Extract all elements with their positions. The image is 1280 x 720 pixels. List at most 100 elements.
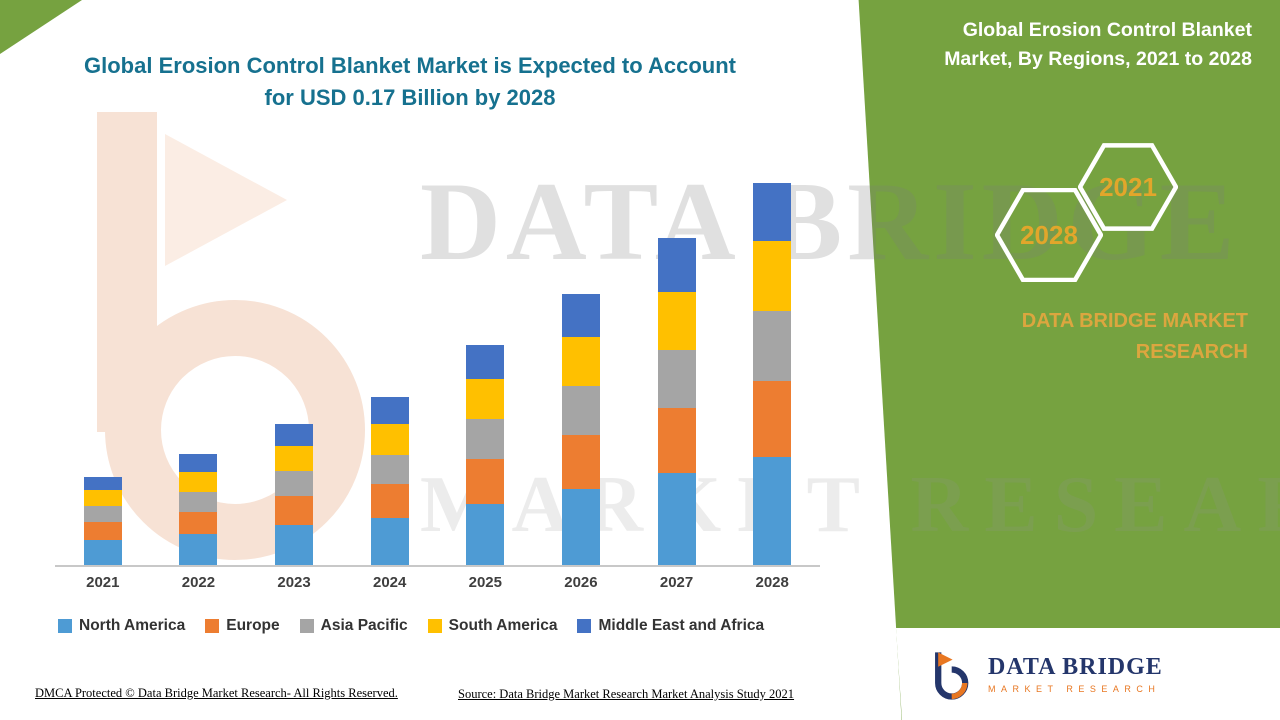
legend-item-north-america: North America xyxy=(58,617,185,635)
bar-segment-asia-pacific xyxy=(657,350,696,408)
bar-segment-north-america xyxy=(561,489,600,565)
bar-segment-middle-east-and-africa xyxy=(753,183,792,241)
year-label-2022: 2022 xyxy=(181,574,216,591)
bar-segment-north-america xyxy=(83,540,122,565)
bars-row xyxy=(55,178,820,565)
bar-2021 xyxy=(55,178,151,565)
panel-brand-text: DATA BRIDGE MARKET RESEARCH xyxy=(1021,310,1248,363)
bar-segment-asia-pacific xyxy=(753,311,792,381)
bar-segment-north-america xyxy=(466,504,505,565)
data-bridge-logo-icon xyxy=(935,652,969,700)
bar-segment-middle-east-and-africa xyxy=(657,238,696,292)
bar-segment-asia-pacific xyxy=(561,386,600,435)
bar-2026 xyxy=(533,178,629,565)
bar-segment-south-america xyxy=(275,446,314,471)
stacked-bar xyxy=(370,397,409,565)
hexagon-2028: 2028 xyxy=(995,188,1103,282)
panel-title: Global Erosion Control Blanket Market, B… xyxy=(944,19,1252,71)
bar-segment-europe xyxy=(83,522,122,540)
x-axis-labels: 2021 2022 2023 2024 2025 2026 2027 2028 xyxy=(55,574,820,591)
bar-segment-south-america xyxy=(179,472,218,492)
stacked-bar xyxy=(657,238,696,565)
bar-2027 xyxy=(629,178,725,565)
year-label-2026: 2026 xyxy=(564,574,598,591)
stacked-bar xyxy=(275,424,314,565)
bar-segment-asia-pacific xyxy=(466,419,505,459)
legend-item-south-america: South America xyxy=(427,617,558,635)
stacked-bar xyxy=(561,294,600,565)
bar-2028 xyxy=(724,178,820,565)
year-label-2024: 2024 xyxy=(373,574,407,591)
bar-segment-south-america xyxy=(753,241,792,311)
hexagon-2021-label: 2021 xyxy=(1099,172,1157,202)
bar-segment-europe xyxy=(179,512,218,534)
data-bridge-watermark-logo-icon xyxy=(97,112,365,560)
bar-segment-middle-east-and-africa xyxy=(370,397,409,424)
bar-segment-north-america xyxy=(753,457,792,565)
bar-segment-asia-pacific xyxy=(179,492,218,512)
bar-segment-middle-east-and-africa xyxy=(561,294,600,337)
stacked-bar xyxy=(83,477,122,565)
bar-segment-europe xyxy=(275,496,314,525)
bar-segment-asia-pacific xyxy=(275,471,314,496)
year-label-2025: 2025 xyxy=(468,574,502,591)
bar-segment-middle-east-and-africa xyxy=(275,424,314,446)
bar-segment-middle-east-and-africa xyxy=(83,477,122,490)
source-note: Source: Data Bridge Market Research Mark… xyxy=(458,687,795,701)
stacked-bar xyxy=(753,183,792,565)
bar-segment-south-america xyxy=(561,337,600,386)
bar-segment-europe xyxy=(657,408,696,473)
legend-item-middle-east-and-africa: Middle East and Africa xyxy=(577,617,764,635)
legend-label: North America xyxy=(79,617,186,634)
legend-swatch xyxy=(427,619,442,633)
legend-label: Asia Pacific xyxy=(320,617,408,634)
bar-segment-europe xyxy=(561,435,600,489)
stacked-bar xyxy=(466,345,505,565)
chart-headline-line1: Global Erosion Control Blanket Market is… xyxy=(84,53,736,78)
bar-segment-south-america xyxy=(83,490,122,506)
logo-name: DATA BRIDGE xyxy=(988,654,1163,680)
stacked-bar xyxy=(179,454,218,565)
legend-item-europe: Europe xyxy=(205,617,280,635)
stacked-bar-chart xyxy=(55,178,820,567)
legend-swatch xyxy=(58,619,72,633)
bar-segment-north-america xyxy=(370,518,409,565)
logo-subtitle: MARKET RESEARCH xyxy=(988,684,1161,694)
chart-legend: North America Europe Asia Pacific South Ame… xyxy=(58,617,764,635)
legend-swatch xyxy=(205,619,220,633)
bar-segment-south-america xyxy=(466,379,505,419)
legend-swatch xyxy=(299,619,314,633)
bar-segment-europe xyxy=(466,459,505,504)
bar-segment-north-america xyxy=(179,534,218,565)
legend-label: South America xyxy=(448,617,558,634)
dmca-notice: DMCA Protected © Data Bridge Market Rese… xyxy=(35,686,398,700)
bar-segment-middle-east-and-africa xyxy=(179,454,218,472)
bar-segment-middle-east-and-africa xyxy=(466,345,505,379)
bar-segment-south-america xyxy=(370,424,409,455)
bar-2023 xyxy=(246,178,342,565)
year-label-2028: 2028 xyxy=(755,574,789,591)
bar-2024 xyxy=(342,178,438,565)
legend-label: Europe xyxy=(226,617,280,634)
bar-segment-north-america xyxy=(275,525,314,565)
logo-box: DATA BRIDGE MARKET RESEARCH xyxy=(896,628,1280,720)
year-label-2027: 2027 xyxy=(659,574,694,591)
bar-2022 xyxy=(151,178,247,565)
corner-accent-triangle xyxy=(0,0,82,54)
logo-wordmark: DATA BRIDGE MARKET RESEARCH xyxy=(988,654,1163,694)
bar-segment-north-america xyxy=(657,473,696,565)
chart-headline-line2: for USD 0.17 Billion by 2028 xyxy=(264,84,556,110)
bar-segment-europe xyxy=(370,484,409,518)
bar-segment-asia-pacific xyxy=(83,506,122,522)
year-label-2023: 2023 xyxy=(277,574,311,591)
bar-segment-south-america xyxy=(657,292,696,350)
bar-segment-asia-pacific xyxy=(370,455,409,484)
chart-headline: Global Erosion Control Blanket Market is… xyxy=(30,50,790,114)
year-label-2021: 2021 xyxy=(86,574,120,591)
legend-swatch xyxy=(577,619,592,633)
hexagon-2028-label: 2028 xyxy=(1020,220,1078,250)
bar-2025 xyxy=(438,178,534,565)
bar-segment-europe xyxy=(753,381,792,457)
right-green-panel xyxy=(858,0,1280,720)
